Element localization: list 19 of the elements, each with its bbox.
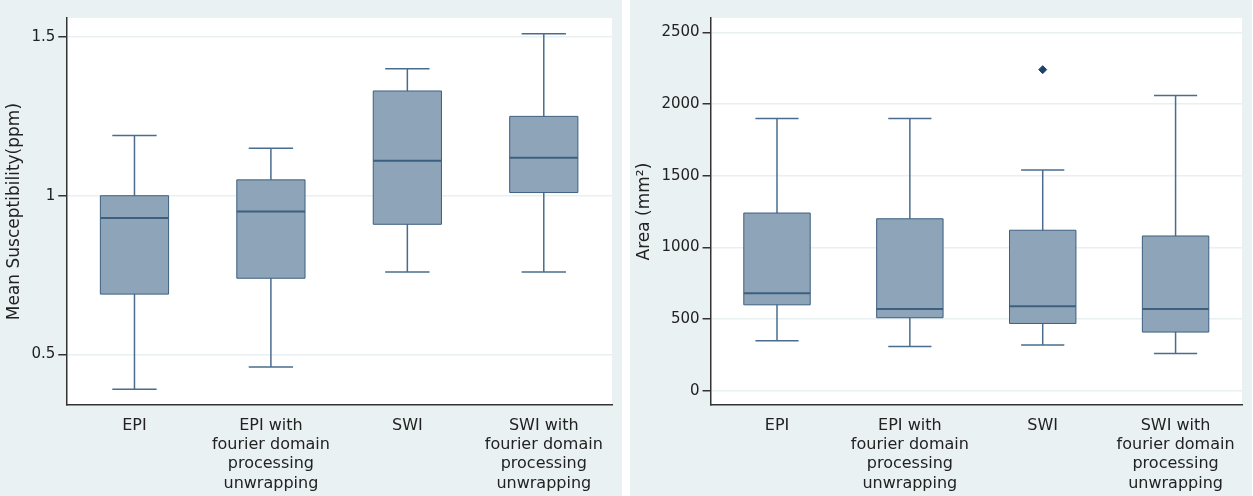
x-tick-label: EPI with fourier domain processing unwrapping xyxy=(850,414,969,492)
y-tick-label: 1.5 xyxy=(31,26,56,45)
y-tick-label: 0.5 xyxy=(31,344,56,363)
x-tick-label: SWI with fourier domain processing unwrapping xyxy=(484,414,603,492)
x-tick-label: SWI with fourier domain processing unwrapping xyxy=(1116,414,1235,492)
y-tick-label: 1000 xyxy=(661,237,700,256)
x-tick-label: EPI xyxy=(764,414,790,434)
y-tick-label: 0 xyxy=(690,380,700,399)
y-tick-label: 2000 xyxy=(661,93,700,112)
x-tick-label: SWI xyxy=(391,414,423,434)
x-tick-label: EPI xyxy=(122,414,147,434)
y-tick-label: 2500 xyxy=(661,22,700,41)
y-axis-title: Mean Susceptibility(ppm) xyxy=(2,102,23,321)
y-tick-label: 500 xyxy=(670,309,700,328)
y-tick-label: 1500 xyxy=(661,165,700,184)
x-tick-label: EPI with fourier domain processing unwrapping xyxy=(211,414,330,492)
y-tick-label: 1 xyxy=(45,185,56,204)
x-tick-label: SWI xyxy=(1027,414,1059,434)
y-axis-title: Area (mm²) xyxy=(632,162,653,261)
